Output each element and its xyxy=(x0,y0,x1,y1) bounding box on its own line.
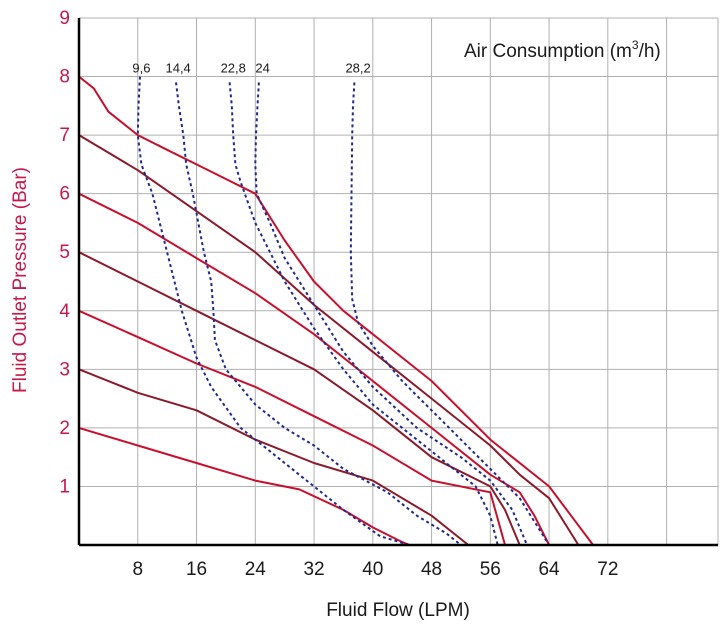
y-tick-label: 8 xyxy=(59,67,70,88)
pressure-curve-6 xyxy=(78,368,469,546)
grid xyxy=(79,17,719,545)
pressure-curves xyxy=(78,75,594,546)
air-consumption-curves xyxy=(136,76,550,546)
pressure-curve-4 xyxy=(78,251,521,546)
air-curve-label: 14,4 xyxy=(165,60,190,75)
air-curve-28-2 xyxy=(349,82,550,546)
y-tick-label: 2 xyxy=(59,418,70,439)
x-axis-title: Fluid Flow (LPM) xyxy=(326,600,470,621)
air-curve-14-4 xyxy=(175,82,462,546)
x-tick-label: 40 xyxy=(362,559,383,580)
x-tick-labels: 8 16 24 32 40 48 56 64 72 xyxy=(132,559,618,580)
y-tick-label: 7 xyxy=(59,125,70,146)
air-consumption-labels: 9,6 14,4 22,8 24 28,2 xyxy=(132,60,370,75)
x-tick-label: 8 xyxy=(132,559,143,580)
x-tick-label: 64 xyxy=(538,559,560,580)
air-curve-9-6 xyxy=(136,76,410,546)
pressure-curve-7 xyxy=(78,426,410,546)
air-curve-label: 9,6 xyxy=(132,60,150,75)
y-tick-labels: 1 2 3 4 5 6 7 8 9 xyxy=(59,8,70,497)
y-tick-label: 5 xyxy=(59,242,70,263)
y-tick-label: 3 xyxy=(59,359,70,380)
x-tick-label: 32 xyxy=(303,559,324,580)
y-tick-label: 1 xyxy=(59,476,70,497)
air-curve-label: 24 xyxy=(255,60,269,75)
air-curve-label: 22,8 xyxy=(221,60,246,75)
x-tick-label: 48 xyxy=(421,559,442,580)
air-curve-22-8 xyxy=(228,82,499,546)
x-tick-label: 24 xyxy=(245,559,267,580)
pressure-curve-2 xyxy=(78,134,580,546)
y-tick-label: 9 xyxy=(59,8,70,29)
air-curve-label: 28,2 xyxy=(345,60,370,75)
y-tick-label: 4 xyxy=(59,301,70,322)
x-tick-label: 16 xyxy=(186,559,207,580)
pressure-curve-3 xyxy=(78,192,550,546)
legend-title: Air Consumption (m3/h) xyxy=(464,38,661,62)
y-axis-title: Fluid Outlet Pressure (Bar) xyxy=(10,167,31,393)
y-tick-label: 6 xyxy=(59,184,70,205)
x-tick-label: 72 xyxy=(597,559,618,580)
x-tick-label: 56 xyxy=(480,559,501,580)
air-curve-24 xyxy=(254,82,528,546)
pressure-curve-1 xyxy=(78,75,594,546)
axes xyxy=(77,18,718,547)
pressure-curve-5 xyxy=(78,309,506,546)
